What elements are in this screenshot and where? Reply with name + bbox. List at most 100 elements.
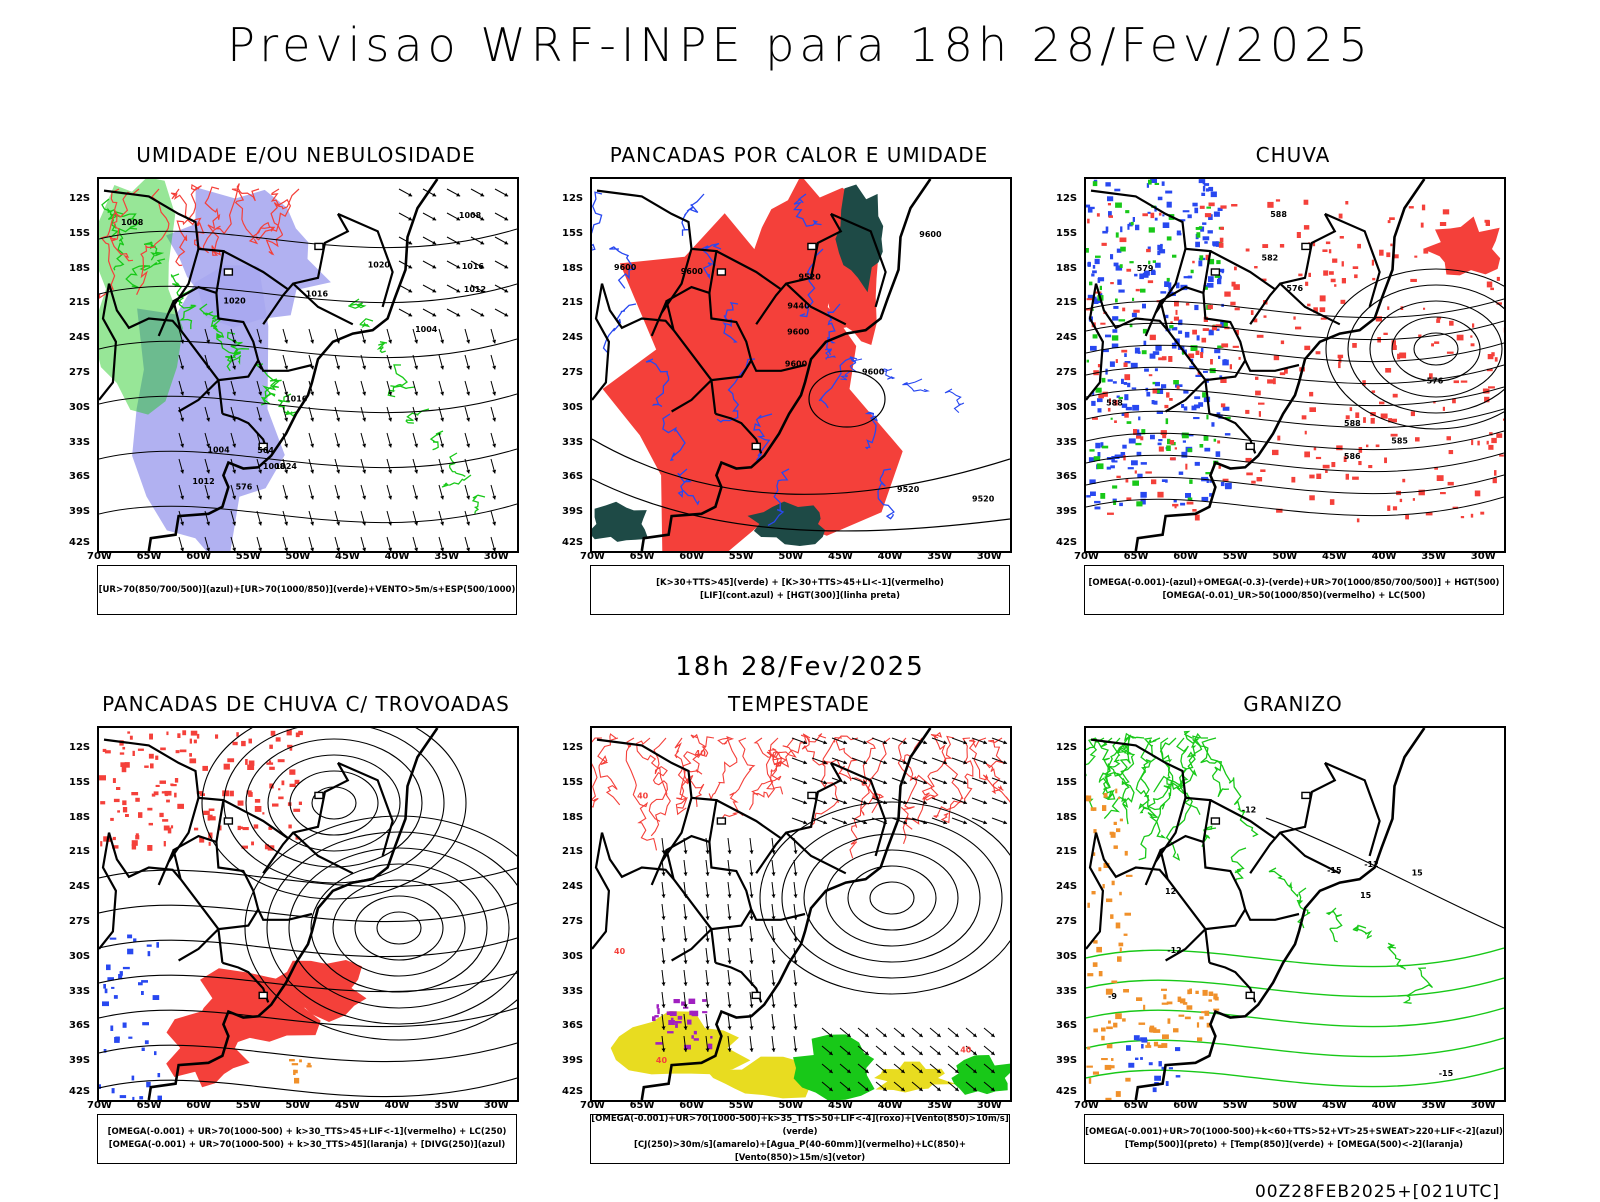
thunder-red <box>116 787 120 790</box>
rain-red <box>1158 357 1165 360</box>
omega-blue <box>1138 417 1140 421</box>
divergence-blue <box>153 995 160 1000</box>
omega-blue <box>1197 335 1200 340</box>
lat-tick-label: 18S <box>1056 812 1077 823</box>
height-500-contour <box>1086 299 1504 318</box>
omega-blue <box>1095 443 1100 449</box>
omega-orange <box>1123 989 1129 993</box>
omega-green <box>1100 493 1105 499</box>
lon-tick-label: 65W <box>137 551 162 562</box>
lat-tick-label: 39S <box>1056 1055 1077 1066</box>
wind-vector <box>872 738 887 744</box>
wind-vector <box>465 537 470 551</box>
omega-blue <box>1113 306 1118 309</box>
storm-purple <box>678 1016 683 1020</box>
rain-red <box>1449 450 1454 454</box>
omega-green <box>1216 260 1220 264</box>
wind-vector <box>335 407 340 421</box>
contour-label: 9520 <box>972 494 995 503</box>
water-contour <box>986 738 1003 793</box>
omega-blue <box>1203 236 1210 240</box>
rain-red <box>1259 411 1261 417</box>
run-footer: 00Z28FEB2025+[021UTC] <box>1255 1182 1500 1202</box>
hail-blue <box>1169 1067 1173 1069</box>
hail-blue <box>1176 1075 1181 1077</box>
wind-vector <box>912 1028 923 1037</box>
lon-tick-label: 35W <box>1421 551 1446 562</box>
omega-orange <box>1153 1029 1160 1033</box>
omega-orange <box>1185 1017 1191 1020</box>
rain-red <box>1391 419 1397 423</box>
low-level-jet <box>826 850 958 946</box>
rain-red <box>1170 457 1176 460</box>
divergence-blue <box>106 965 111 971</box>
hail-blue <box>1128 1063 1134 1068</box>
map-canvas: 1008100810121016101610161020102410041008… <box>99 179 517 551</box>
contour-label: -15 <box>1439 1069 1454 1078</box>
lat-tick-label: 15S <box>562 228 583 239</box>
thunder-red <box>290 784 296 787</box>
wind-vector <box>705 948 709 964</box>
lake-marker <box>808 792 816 798</box>
rain-red <box>1175 504 1177 508</box>
omega-blue <box>1098 408 1102 412</box>
lat-tick-label: 21S <box>69 297 90 308</box>
wind-vector <box>661 882 665 898</box>
thunder-red <box>293 809 300 812</box>
contour-label: 9600 <box>681 267 704 276</box>
wind-vector <box>852 798 867 804</box>
omega-blue <box>1095 259 1100 264</box>
omega-blue <box>1192 203 1197 207</box>
thunder-red <box>164 841 166 846</box>
contour-label: 1012 <box>192 477 214 486</box>
wind-vector <box>399 285 412 292</box>
contour-label: 9520 <box>799 272 822 281</box>
rain-red <box>1334 284 1336 287</box>
rain-red <box>1355 412 1359 418</box>
omega-green <box>1125 210 1129 213</box>
rain-red <box>1490 288 1494 290</box>
rain-red <box>1309 495 1315 500</box>
time-subtitle: 18h 28/Fev/2025 <box>0 652 1600 682</box>
wind-vector <box>749 882 753 898</box>
lat-tick-label: 12S <box>1056 742 1077 753</box>
wind-vector <box>932 778 947 784</box>
omega-blue <box>1135 348 1140 354</box>
divergence-blue <box>127 949 133 955</box>
contour-label: 1016 <box>462 262 485 271</box>
contour-label: 1012 <box>464 285 486 294</box>
thunder-red <box>203 811 210 815</box>
omega-green <box>1132 481 1139 486</box>
rain-red <box>1494 470 1497 476</box>
border-line <box>652 850 667 885</box>
wind-vector <box>361 485 366 499</box>
water-contour <box>774 734 826 767</box>
divergence-blue <box>103 984 106 989</box>
omega-blue <box>1106 227 1109 233</box>
omega-green <box>1199 226 1202 229</box>
rain-red <box>1203 328 1209 331</box>
wind-vector <box>683 904 687 920</box>
omega-green <box>1202 392 1206 397</box>
lat-tick-label: 15S <box>562 777 583 788</box>
omega-green <box>1102 446 1108 449</box>
humidity-contour <box>450 453 466 476</box>
wind-vector <box>465 511 470 525</box>
wind-vector <box>439 537 444 551</box>
wind-vector <box>661 992 665 1008</box>
border-line <box>667 836 752 963</box>
rain-red <box>1220 238 1224 243</box>
thunder-red <box>255 806 262 812</box>
lifted-index-contour <box>945 389 964 413</box>
lat-tick-label: 24S <box>562 881 583 892</box>
omega-blue <box>1214 349 1220 353</box>
thunder-red <box>122 800 126 805</box>
omega-orange <box>1117 956 1122 962</box>
rain-red <box>1174 317 1179 321</box>
wind-vector <box>465 407 470 421</box>
rain-red <box>1304 225 1309 230</box>
rain-red <box>1385 368 1391 373</box>
omega-green <box>1200 444 1204 448</box>
divergence-blue <box>156 942 159 948</box>
wind-vector <box>309 433 314 447</box>
